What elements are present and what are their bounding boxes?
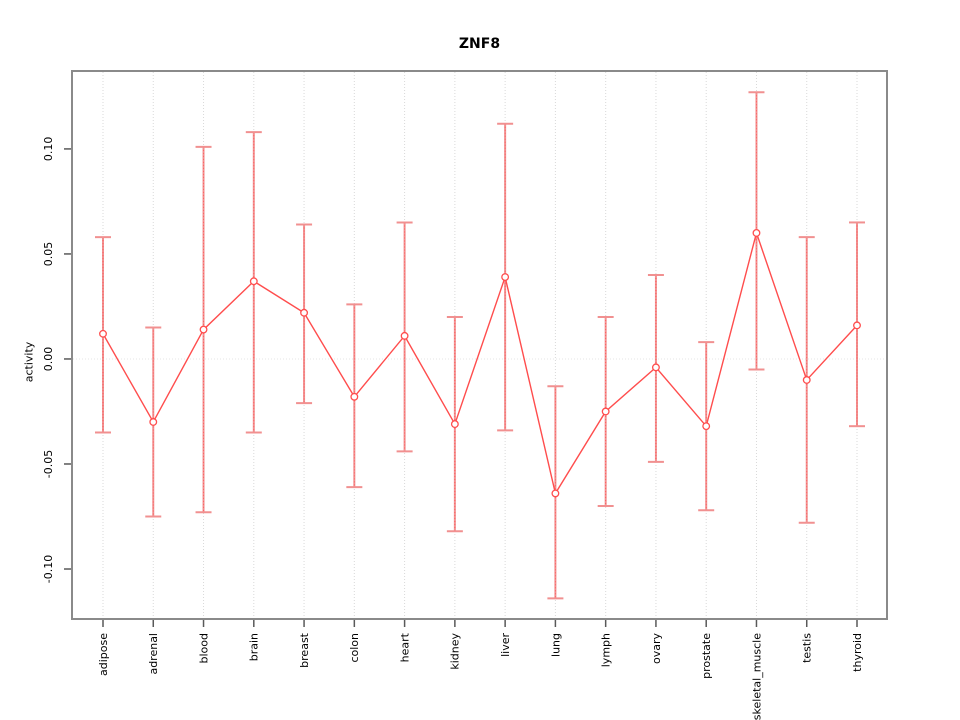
x-tick-label: breast	[298, 632, 311, 668]
y-axis: -0.10 -0.05 0.00 0.05 0.10	[42, 137, 71, 583]
data-point	[551, 489, 560, 498]
x-tick-label: ovary	[650, 633, 663, 665]
x-tick-label: lung	[549, 633, 562, 657]
data-point	[802, 376, 811, 384]
data-point	[400, 331, 409, 340]
data-point	[300, 308, 309, 317]
x-tick-label: skeletal_muscle	[750, 633, 763, 720]
x-tick-label: brain	[248, 633, 261, 661]
data-point	[501, 273, 510, 282]
data-line	[102, 230, 858, 496]
x-tick-label: blood	[197, 633, 210, 663]
x-tick-label: heart	[398, 632, 411, 662]
x-tick-label: adrenal	[147, 633, 160, 675]
data-point	[450, 420, 459, 429]
x-tick-label: adipose	[97, 633, 110, 676]
data-point	[752, 228, 761, 237]
y-tick-label: 0.00	[42, 347, 55, 372]
data-point	[99, 329, 107, 338]
data-point	[702, 422, 711, 431]
plot-frame	[71, 70, 888, 620]
x-tick-label: testis	[801, 633, 814, 663]
x-tick-label: liver	[499, 633, 512, 657]
data-point	[651, 363, 660, 372]
data-point	[350, 392, 359, 401]
y-tick-label: 0.10	[42, 137, 55, 162]
error-bars	[95, 91, 865, 600]
x-tick-label: prostate	[700, 633, 713, 679]
chart-title: ZNF8	[458, 36, 501, 52]
x-tick-label: colon	[348, 633, 361, 663]
data-point	[249, 277, 258, 286]
y-tick-label: 0.05	[42, 242, 55, 267]
x-tick-label: lymph	[600, 633, 613, 667]
data-point	[601, 407, 610, 416]
data-points	[99, 228, 861, 498]
data-point	[199, 325, 208, 334]
data-point	[149, 418, 158, 426]
y-tick-label: -0.05	[42, 450, 55, 478]
data-point	[853, 321, 861, 330]
x-tick-label: kidney	[449, 633, 462, 670]
x-tick-label: thyroid	[851, 633, 864, 672]
x-axis: adipose adrenal blood brain breast colon heart…	[97, 620, 864, 720]
y-tick-label: -0.10	[42, 555, 55, 583]
